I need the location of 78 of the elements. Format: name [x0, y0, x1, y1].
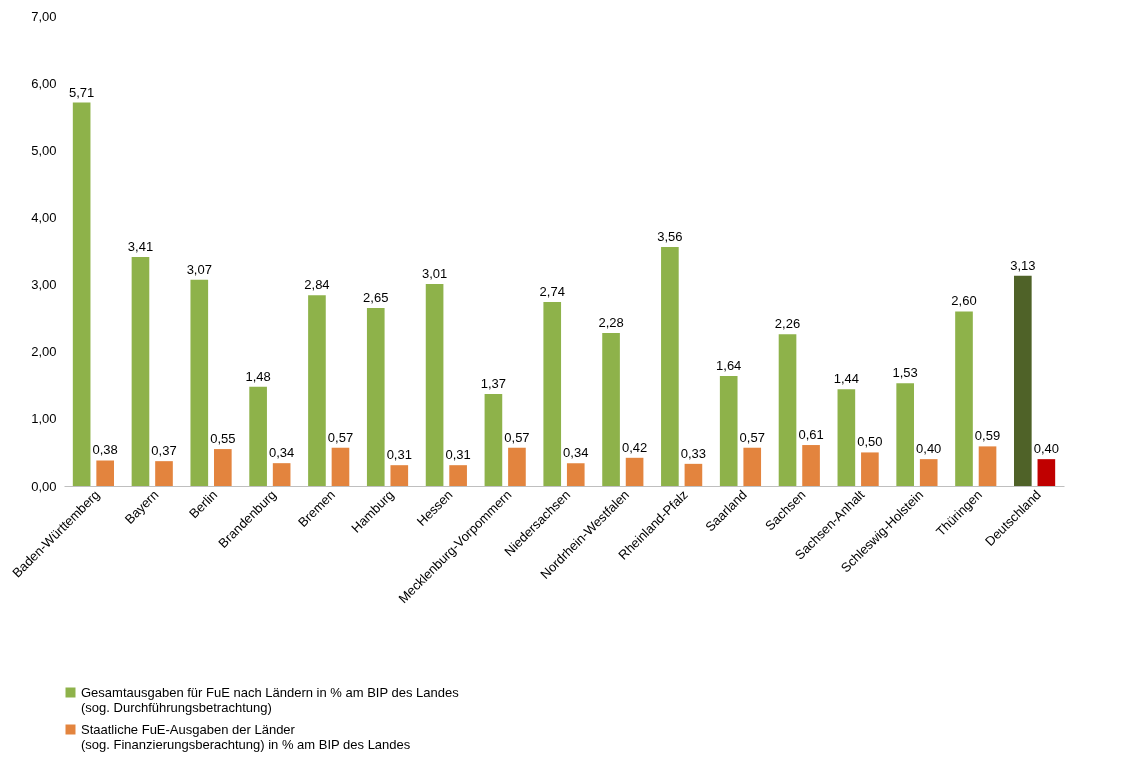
- bar: [602, 332, 620, 486]
- y-tick-label: 2,00: [31, 344, 57, 360]
- bar: [366, 308, 385, 486]
- bar: [661, 246, 679, 486]
- bar: [1037, 459, 1056, 486]
- bar: [861, 452, 879, 486]
- data-label: 0,61: [798, 427, 824, 443]
- data-label: 0,57: [504, 429, 530, 445]
- legend-label: Gesamtausgaben für FuE nach Ländern in % am BIP des Landes (sog. Durchführungsbetrachtung): [81, 684, 460, 715]
- bar: [919, 459, 938, 486]
- bar: [837, 389, 856, 486]
- data-label: 0,31: [445, 447, 471, 463]
- y-tick-label: 7,00: [31, 8, 57, 24]
- data-label: 3,01: [421, 265, 448, 281]
- data-label: 0,59: [974, 428, 1001, 444]
- bar: [214, 449, 232, 486]
- bar: [508, 447, 526, 486]
- data-label: 0,50: [857, 434, 883, 450]
- y-tick-label: 4,00: [31, 209, 57, 225]
- bar: [96, 460, 114, 486]
- data-label: 2,65: [363, 290, 389, 306]
- bar: [566, 463, 585, 486]
- bar: [272, 463, 291, 486]
- data-label: 2,84: [304, 277, 330, 293]
- data-label: 2,74: [539, 284, 565, 300]
- data-label: 0,57: [327, 429, 354, 445]
- data-label: 1,53: [892, 365, 918, 381]
- legend-label: Staatliche FuE-Ausgaben der Länder (sog. Finanzierungsberachtung) in % am BIP des Landes: [81, 721, 411, 752]
- data-label: 3,13: [1010, 257, 1036, 273]
- data-label: 0,40: [916, 441, 942, 457]
- bar: [249, 386, 267, 486]
- data-label: 3,41: [127, 239, 154, 255]
- data-label: 0,38: [92, 442, 118, 458]
- data-label: 1,44: [833, 371, 860, 387]
- bar: [308, 295, 326, 486]
- data-label: 0,57: [739, 429, 765, 445]
- data-label: 2,28: [598, 314, 624, 330]
- data-label: 2,26: [774, 316, 801, 332]
- bar: [543, 302, 562, 486]
- data-label: 0,42: [621, 439, 648, 455]
- data-label: 0,34: [268, 445, 295, 461]
- data-label: 0,33: [680, 445, 707, 461]
- data-label: 0,37: [151, 443, 177, 459]
- bar: [484, 394, 503, 486]
- bar: [978, 446, 997, 486]
- data-label: 1,64: [716, 357, 742, 373]
- y-tick-label: 1,00: [31, 411, 57, 427]
- y-tick-label: 6,00: [31, 75, 57, 91]
- bar: [896, 383, 914, 486]
- bar: [331, 447, 350, 486]
- data-label: 5,71: [68, 84, 95, 100]
- bar: [155, 461, 173, 486]
- y-tick-label: 3,00: [31, 277, 57, 293]
- data-label: 3,07: [186, 261, 212, 277]
- bar: [390, 465, 409, 486]
- bar: [684, 463, 703, 486]
- bar: [1014, 275, 1032, 486]
- bar: [72, 102, 91, 486]
- y-tick-label: 0,00: [31, 478, 57, 494]
- bar: [802, 445, 820, 486]
- bar: [425, 283, 444, 486]
- bar: [743, 447, 762, 486]
- bar: [449, 465, 467, 486]
- data-label: 2,60: [951, 293, 977, 309]
- data-label: 0,31: [386, 447, 412, 463]
- data-label: 0,40: [1033, 441, 1060, 457]
- bar: [131, 257, 150, 486]
- data-label: 0,34: [563, 445, 589, 461]
- bar: [625, 457, 644, 486]
- data-label: 1,48: [245, 368, 271, 384]
- bar: [190, 279, 209, 486]
- y-tick-label: 5,00: [31, 142, 57, 158]
- bar: [778, 334, 797, 486]
- data-label: 3,56: [657, 228, 683, 244]
- data-label: 1,37: [480, 376, 507, 392]
- bar: [955, 311, 973, 486]
- data-label: 0,55: [210, 431, 236, 447]
- bar: [719, 375, 738, 486]
